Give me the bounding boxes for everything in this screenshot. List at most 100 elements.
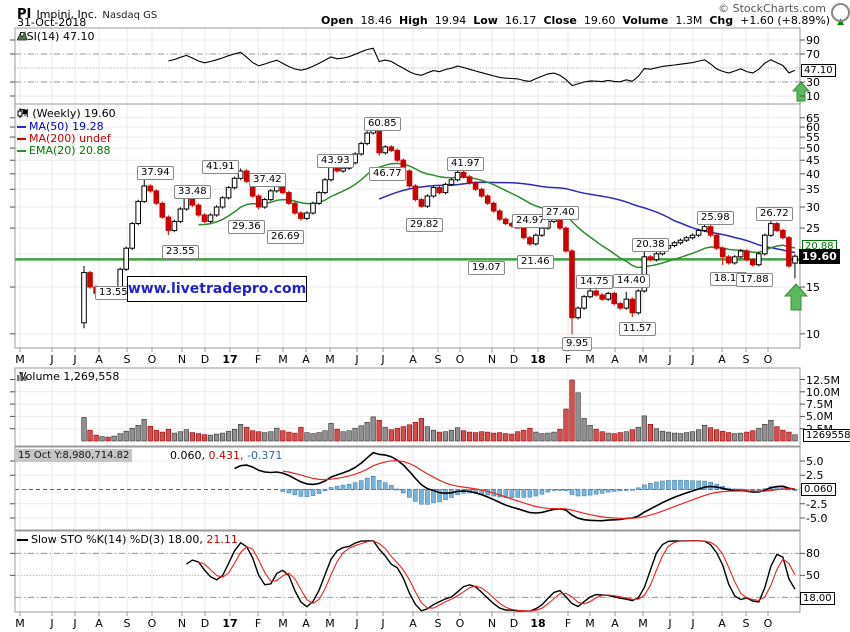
x-axis-label: F [254, 617, 262, 630]
x-axis-label: D [200, 617, 210, 630]
axis-label: 55 [806, 131, 820, 145]
price-callout-label: 41.91 [202, 160, 239, 174]
x-axis-label: J [668, 353, 672, 366]
x-axis-label: M [585, 617, 595, 630]
x-axis-label: N [177, 617, 187, 630]
x-axis-label: S [123, 353, 131, 366]
axis-label: 50 [806, 569, 820, 583]
ma50-line-icon [17, 126, 26, 128]
x-axis-label: A [302, 353, 310, 366]
x-axis-label: J [668, 617, 672, 630]
macd-legend: 0.060, 0.431, -0.371 [170, 449, 283, 462]
x-axis-label: D [509, 353, 519, 366]
x-axis-label: J [691, 353, 695, 366]
price-callout-label: 9.95 [562, 337, 593, 351]
sto-legend-d: 21.11 [206, 533, 238, 546]
quote-label: Chg [709, 14, 734, 27]
x-axis-label: N [177, 353, 187, 366]
quote-label: Open [320, 14, 354, 27]
macd-value-part: -0.371 [246, 449, 283, 462]
price-callout-label: 27.40 [542, 206, 579, 220]
x-axis-label: M [325, 353, 335, 366]
price-callout-label: 60.85 [364, 117, 401, 131]
axis-label: 35 [806, 183, 820, 197]
exchange-name: Nasdaq GS [102, 10, 158, 21]
quote-label: High [399, 14, 428, 27]
x-axis-label: F [254, 353, 262, 366]
price-callout-label: 25.98 [697, 211, 734, 225]
x-axis-label: A [95, 617, 103, 630]
sto-legend-k: Slow STO %K(14) %D(3) 18.00, [31, 533, 207, 546]
x-axis-label: A [95, 353, 103, 366]
quote-label: Low [473, 14, 498, 27]
x-axis-label: M [638, 353, 648, 366]
ma50-legend-text: MA(50) 19.28 [29, 120, 104, 133]
x-axis-label: J [50, 353, 54, 366]
axis-label: -2.5 [806, 497, 828, 511]
axis-label: 45 [806, 154, 820, 168]
x-axis-label: D [200, 353, 210, 366]
price-callout-label: 43.93 [317, 154, 354, 168]
axis-label: 5.0 [806, 455, 824, 468]
axis-label: 80 [806, 547, 820, 561]
price-callout-label: 29.36 [228, 220, 265, 234]
ticker-symbol: PI [17, 7, 32, 22]
price-callout-label: 14.75 [576, 275, 613, 289]
x-axis-label: M [15, 617, 25, 630]
axis-label: 10 [806, 90, 820, 103]
x-axis-label: J [50, 617, 54, 630]
copyright: © StockCharts.com [718, 2, 826, 15]
rsi-legend-text: RSI(14) 47.10 [19, 30, 95, 43]
rsi-legend: RSI(14) 47.10 [17, 30, 95, 43]
chart-date: 31-Oct-2018 [17, 16, 87, 29]
quote-label: Close [543, 14, 577, 27]
x-axis-label: 18 [530, 617, 546, 630]
axis-label: 60 [806, 121, 820, 135]
x-axis-label: S [123, 617, 131, 630]
price-legend-text: PI (Weekly) 19.60 [19, 107, 116, 120]
x-axis-label: N [487, 617, 497, 630]
x-axis-label: F [564, 353, 572, 366]
price-callout-label: 14.40 [613, 274, 650, 288]
price-callout-label: 20.38 [632, 238, 669, 252]
price-callout-label: 41.97 [447, 157, 484, 171]
stockcharts-logo-icon [831, 3, 850, 22]
company-name: Impinj, Inc. [36, 8, 98, 21]
x-axis-label: A [611, 353, 619, 366]
ema20-legend-text: EMA(20) 20.88 [29, 144, 111, 157]
x-axis-label: A [409, 353, 417, 366]
price-callout-label: 46.77 [369, 167, 406, 181]
chg-up-arrow-icon: ▲ [837, 17, 844, 27]
axis-label: 12.5M [806, 373, 840, 387]
quote-value: 19.94 [434, 14, 467, 27]
x-axis-label: S [742, 617, 750, 630]
axis-label: 30 [806, 76, 820, 89]
x-axis-label: A [718, 617, 726, 630]
axis-label: 65 [806, 111, 820, 125]
price-callout-label: 21.46 [517, 255, 554, 269]
x-axis-label: A [718, 353, 726, 366]
quote-label: Volume [622, 14, 669, 27]
quote-value: 16.17 [504, 14, 537, 27]
quote-value: 19.60 [583, 14, 616, 27]
ma200-line-icon [17, 138, 26, 140]
ema20-legend: EMA(20) 20.88 [17, 144, 111, 157]
macd-value-part: 0.431, [208, 449, 247, 462]
price-callout-label: 24.97 [512, 214, 549, 228]
x-axis-label: M [638, 617, 648, 630]
x-axis-label: O [763, 617, 773, 630]
x-axis-label: S [742, 353, 750, 366]
macd-value-part: 0.060, [170, 449, 209, 462]
x-axis-label: F [564, 617, 572, 630]
price-callout-label: 17.88 [736, 273, 773, 287]
ma200-legend-text: MA(200) undef [29, 132, 111, 145]
crosshair-tooltip: 15 Oct Y:8,980,714.82 [15, 449, 133, 462]
x-axis-label: S [434, 617, 442, 630]
x-axis-label: M [15, 353, 25, 366]
x-axis-label: J [355, 617, 359, 630]
sto-line-icon [17, 539, 28, 541]
x-axis-label: O [455, 353, 465, 366]
x-axis-label: O [763, 353, 773, 366]
